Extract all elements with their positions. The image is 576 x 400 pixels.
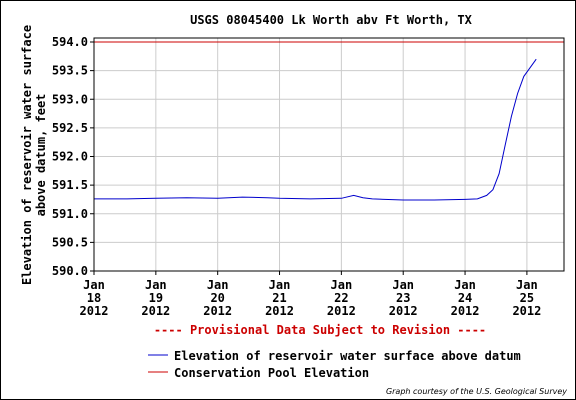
x-tick-label-day: 23 <box>396 291 410 305</box>
x-tick-label-day: 24 <box>458 291 472 305</box>
legend-label-conservation-pool: Conservation Pool Elevation <box>174 366 369 380</box>
x-tick-label-year: 2012 <box>327 304 356 318</box>
chart-title: USGS 08045400 Lk Worth abv Ft Worth, TX <box>190 13 473 27</box>
x-tick-label-year: 2012 <box>265 304 294 318</box>
y-tick-label: 593.5 <box>52 64 88 78</box>
x-tick-label-month: Jan <box>454 278 476 292</box>
y-tick-label: 593.0 <box>52 92 88 106</box>
x-tick-label-day: 22 <box>334 291 348 305</box>
y-tick-label: 592.0 <box>52 150 88 164</box>
graph-credit: Graph courtesy of the U.S. Geological Su… <box>386 387 567 396</box>
plot-background <box>94 38 564 271</box>
x-tick-label-month: Jan <box>269 278 291 292</box>
x-tick-label-year: 2012 <box>141 304 170 318</box>
x-tick-label-year: 2012 <box>389 304 418 318</box>
x-tick-label-month: Jan <box>207 278 229 292</box>
x-tick-label-year: 2012 <box>451 304 480 318</box>
y-tick-label: 594.0 <box>52 35 88 49</box>
y-tick-label: 591.0 <box>52 207 88 221</box>
y-tick-label: 591.5 <box>52 178 88 192</box>
x-tick-label-month: Jan <box>83 278 105 292</box>
legend: Elevation of reservoir water surface abo… <box>148 349 521 380</box>
y-tick-label: 590.0 <box>52 264 88 278</box>
x-tick-label-month: Jan <box>145 278 167 292</box>
x-tick-label-day: 18 <box>87 291 101 305</box>
legend-label-elevation: Elevation of reservoir water surface abo… <box>174 349 521 363</box>
series-line-elevation <box>94 58 537 201</box>
y-axis-label-line-2: above datum, feet <box>34 94 48 217</box>
y-axis-label-line-1: Elevation of reservoir water surface <box>20 25 34 285</box>
plot-area: 590.0 590.5 591.0 591.5 592.0 592.5 593.0 593.5… <box>52 35 565 318</box>
y-tick-label: 590.5 <box>52 235 88 249</box>
x-tick-label-year: 2012 <box>512 304 541 318</box>
x-tick-label-year: 2012 <box>80 304 109 318</box>
x-tick-label-day: 20 <box>210 291 224 305</box>
x-tick-label-month: Jan <box>516 278 538 292</box>
provisional-data-annotation: ---- Provisional Data Subject to Revisio… <box>154 323 486 337</box>
x-tick-label-month: Jan <box>392 278 414 292</box>
x-tick-label-day: 25 <box>520 291 534 305</box>
x-tick-label-year: 2012 <box>203 304 232 318</box>
x-tick-label-day: 19 <box>149 291 163 305</box>
y-tick-label: 592.5 <box>52 121 88 135</box>
x-tick-label-month: Jan <box>331 278 353 292</box>
x-tick-label-day: 21 <box>272 291 286 305</box>
plot-border <box>93 37 565 272</box>
